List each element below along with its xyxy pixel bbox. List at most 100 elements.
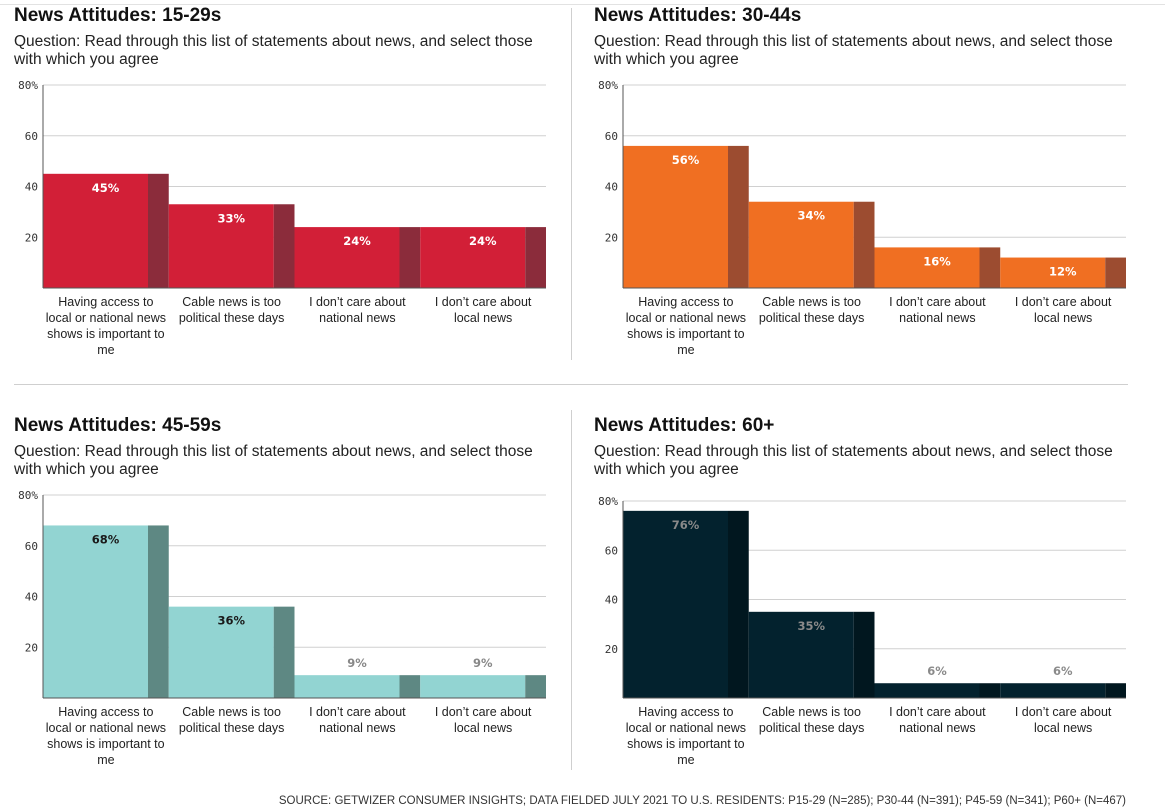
data-label: 6%: [1053, 664, 1073, 678]
data-label: 9%: [347, 656, 367, 670]
y-tick-label: 20: [605, 231, 618, 244]
data-label: 16%: [923, 254, 951, 268]
bar: [420, 227, 526, 288]
bar: [420, 675, 526, 698]
chart-title: News Attitudes: 45-59s: [14, 415, 222, 436]
y-tick-label: 40: [605, 594, 618, 607]
bar: [623, 145, 728, 288]
y-tick-label: 60: [25, 130, 38, 143]
chart-title: News Attitudes: 60+: [594, 415, 775, 436]
bar: [168, 606, 274, 698]
data-label: 56%: [672, 153, 700, 167]
data-label: 34%: [797, 209, 825, 223]
y-tick-label: 20: [25, 641, 38, 654]
x-category-label: I don’t care about local news: [434, 705, 532, 735]
bar-side: [728, 510, 749, 698]
bar-side: [728, 145, 749, 288]
bar-side: [148, 173, 169, 288]
bar: [748, 201, 854, 288]
y-tick-label: 80%: [598, 495, 618, 508]
x-category-label: I don’t care about national news: [889, 295, 986, 325]
bar: [748, 611, 854, 698]
x-category-label: I don’t care about local news: [1014, 705, 1112, 735]
bar-side: [399, 227, 421, 288]
bar-side: [273, 606, 295, 698]
y-tick-label: 60: [605, 544, 618, 557]
y-tick-label: 80%: [18, 489, 38, 502]
source-note: SOURCE: GETWIZER CONSUMER INSIGHTS; DATA…: [278, 795, 1126, 807]
x-category-label: Cable news is too political these days: [178, 295, 285, 325]
x-category-label: Cable news is too political these days: [758, 705, 865, 735]
chart-title: News Attitudes: 15-29s: [14, 5, 222, 26]
bar: [874, 683, 980, 698]
x-category-label: I don’t care about national news: [309, 705, 406, 735]
bar-chart: 80% 60 40 20 76% 35% 6% 6%: [598, 495, 1126, 699]
y-tick-label: 80%: [18, 79, 38, 92]
x-category-label: I don’t care about national news: [889, 705, 986, 735]
data-label: 68%: [92, 532, 120, 546]
chart-question: Question: Read through this list of stat…: [594, 443, 1113, 478]
y-tick-label: 60: [605, 130, 618, 143]
chart-panel-45-59: News Attitudes: 45-59s Question: Read th…: [14, 415, 574, 795]
x-category-label: I don’t care about local news: [1014, 295, 1112, 325]
data-label: 36%: [217, 614, 245, 628]
bar-side: [853, 201, 875, 288]
bar-side: [525, 227, 546, 288]
y-tick-label: 80%: [598, 79, 618, 92]
x-category-label: Having access to local or national news …: [45, 705, 166, 767]
data-label: 45%: [92, 181, 120, 195]
bar: [1000, 683, 1106, 698]
bar: [43, 173, 148, 288]
data-label: 6%: [927, 664, 947, 678]
y-tick-label: 40: [605, 181, 618, 194]
bar-side: [399, 675, 421, 698]
x-category-label: Having access to local or national news …: [625, 295, 746, 357]
chart-question: Question: Read through this list of stat…: [14, 443, 533, 478]
bar: [623, 510, 728, 698]
bar-chart: 80% 60 40 20 68% 36% 9% 9%: [18, 489, 546, 699]
x-category-label: Having access to local or national news …: [45, 295, 166, 357]
chart-panel-60-plus: News Attitudes: 60+ Question: Read throu…: [594, 415, 1154, 795]
horizontal-divider: [14, 384, 1128, 385]
bar-side: [1105, 257, 1126, 288]
x-category-label: Cable news is too political these days: [758, 295, 865, 325]
bar: [43, 525, 148, 698]
data-label: 24%: [469, 234, 497, 248]
chart-question: Question: Read through this list of stat…: [14, 33, 533, 68]
bar-side: [273, 204, 295, 288]
bar-chart: 80% 60 40 20 45% 33% 24% 24%: [18, 79, 546, 289]
y-tick-label: 40: [25, 181, 38, 194]
data-label: 9%: [473, 656, 493, 670]
x-category-label: I don’t care about national news: [309, 295, 406, 325]
x-category-label: I don’t care about local news: [434, 295, 532, 325]
bar-side: [853, 611, 875, 698]
bar-side: [525, 675, 546, 698]
bar-side: [979, 247, 1001, 288]
bar: [874, 247, 980, 288]
bar-side: [979, 683, 1001, 698]
y-tick-label: 20: [605, 643, 618, 656]
chart-question: Question: Read through this list of stat…: [594, 33, 1113, 68]
bar: [294, 675, 400, 698]
y-tick-label: 40: [25, 591, 38, 604]
chart-panel-15-29: News Attitudes: 15-29s Question: Read th…: [14, 5, 574, 385]
y-tick-label: 20: [25, 231, 38, 244]
bar-side: [148, 525, 169, 698]
top-rule: [0, 4, 1165, 5]
chart-title: News Attitudes: 30-44s: [594, 5, 802, 26]
vertical-divider-bottom: [571, 410, 572, 770]
bar: [294, 227, 400, 288]
bar: [1000, 257, 1106, 288]
bar: [168, 204, 274, 288]
data-label: 33%: [217, 211, 245, 225]
x-category-label: Cable news is too political these days: [178, 705, 285, 735]
chart-panel-30-44: News Attitudes: 30-44s Question: Read th…: [594, 5, 1154, 385]
data-label: 76%: [672, 518, 700, 532]
data-label: 35%: [797, 619, 825, 633]
data-label: 12%: [1049, 265, 1077, 279]
y-tick-label: 60: [25, 540, 38, 553]
bar-chart: 80% 60 40 20 56% 34% 16% 12%: [598, 79, 1126, 289]
x-category-label: Having access to local or national news …: [625, 705, 746, 767]
bar-side: [1105, 683, 1126, 698]
vertical-divider-top: [571, 8, 572, 360]
